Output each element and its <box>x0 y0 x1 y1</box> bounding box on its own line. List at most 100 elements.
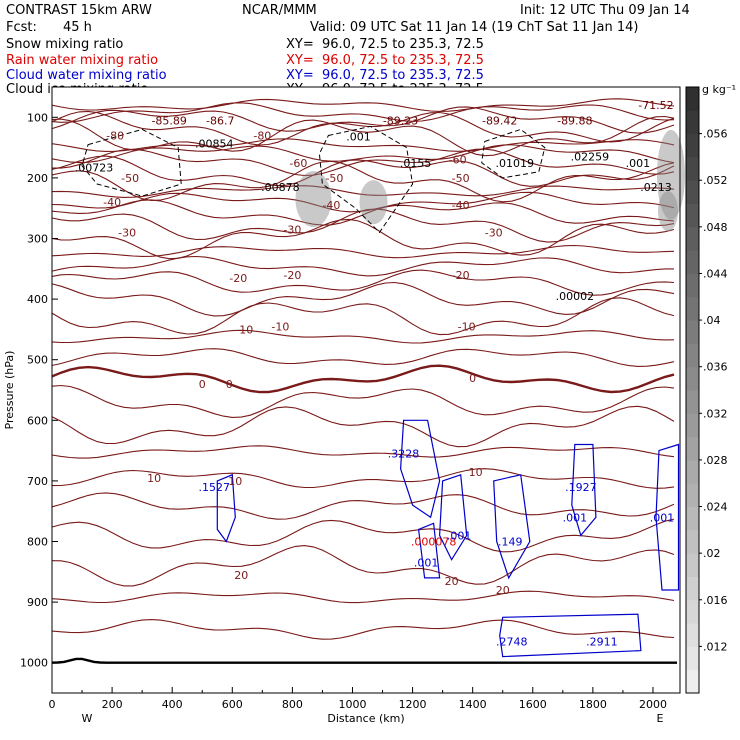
value-annotation: .2748 <box>496 635 528 648</box>
value-annotation: .0155 <box>400 157 432 170</box>
value-annotation: .01019 <box>495 157 534 170</box>
y-tick-label: 200 <box>27 172 48 185</box>
colorbar-swatch <box>686 669 699 694</box>
colorbar-unit: g kg⁻¹ <box>702 83 736 96</box>
x-axis-title: Distance (km) <box>327 712 404 725</box>
colorbar-swatch <box>686 436 699 461</box>
colorbar-tick-label: .048 <box>703 221 728 234</box>
value-annotation: .0213 <box>640 181 672 194</box>
colorbar-tick-label: .056 <box>703 128 728 141</box>
value-annotation: -89.42 <box>482 114 517 127</box>
x-tick-label: 200 <box>102 698 123 711</box>
colorbar-swatch <box>686 483 699 508</box>
colorbar-swatch <box>686 646 699 671</box>
cloud-water-contour <box>438 473 468 561</box>
isotherm-label: 0 <box>469 372 476 385</box>
value-annotation: .00723 <box>75 162 114 175</box>
isotherm-label: -30 <box>283 223 301 236</box>
colorbar-tick-label: .044 <box>703 267 728 280</box>
valid-time: Valid: 09 UTC Sat 11 Jan 14 (19 ChT Sat … <box>310 20 639 35</box>
snow-shade-blob <box>295 171 332 228</box>
cloud-water-contour <box>655 443 680 591</box>
isotherm-line <box>51 102 675 123</box>
cloud-water-contour <box>571 443 597 537</box>
colorbar-swatch <box>686 87 699 111</box>
field-xy-cloud-water: XY= 96.0, 72.5 to 235.3, 72.5 <box>286 68 484 83</box>
isotherm-line <box>51 492 675 520</box>
isotherm-label: -30 <box>118 226 136 239</box>
snow-shading <box>295 129 685 232</box>
y-tick-label: 400 <box>27 293 48 306</box>
colorbar-swatch <box>686 320 699 344</box>
colorbar-swatch <box>686 226 699 251</box>
isotherm-label: 20 <box>496 584 510 597</box>
isotherm-line <box>51 155 675 187</box>
value-annotation: .001 <box>447 529 472 542</box>
plot-area <box>52 87 680 693</box>
isotherm-label: -40 <box>452 199 470 212</box>
y-tick-label: 600 <box>27 414 48 427</box>
cloud-water-contour <box>399 419 441 519</box>
isotherm-label: -80 <box>106 129 124 142</box>
colorbar-frame <box>685 86 700 694</box>
isotherm-line <box>51 384 675 418</box>
contour-labels: -80 -80-60 -60-50 -50 -50-40 -40 -40-30 -30 -30-… <box>75 99 674 648</box>
isotherm-line <box>51 255 674 277</box>
isotherm-label: 10 <box>228 475 242 488</box>
isotherm-label: -80 <box>253 129 271 142</box>
isotherm-line <box>51 281 675 317</box>
y-tick-label: 100 <box>27 111 48 124</box>
isotherm-label: -20 <box>229 272 247 285</box>
y-tick-label: 500 <box>27 354 48 367</box>
isotherm-line <box>51 144 675 164</box>
colorbar-swatch <box>686 366 699 391</box>
cloud-ice-contour <box>81 128 182 197</box>
value-annotation: .001 <box>626 157 651 170</box>
colorbar-tick-label: .012 <box>703 640 728 653</box>
colorbar-tick-label: .036 <box>703 361 728 374</box>
isotherm-line <box>51 329 675 344</box>
colorbar-swatch <box>686 273 699 298</box>
isotherm-line <box>51 348 675 367</box>
isotherm-label: 20 <box>445 575 459 588</box>
isotherm-label: 10 <box>147 472 161 485</box>
y-tick-label: 700 <box>27 475 48 488</box>
cloud-ice-contours <box>81 125 546 234</box>
isotherm-label: -10 <box>458 320 476 333</box>
value-annotation: .2911 <box>586 635 618 648</box>
colorbar-swatch <box>686 296 699 321</box>
fcst-label: Fcst: <box>6 20 37 35</box>
value-annotation: .1527 <box>199 481 231 494</box>
cloud-ice-contour <box>318 125 414 234</box>
cloud-water-contour <box>417 522 441 579</box>
cloud-water-contour <box>499 613 642 658</box>
value-annotation: .00878 <box>261 181 300 194</box>
isotherm-label: -10 <box>271 320 289 333</box>
colorbar-swatch <box>686 459 699 484</box>
east-label: E <box>657 712 664 725</box>
cloud-ice-contour <box>481 128 546 179</box>
y-axis-title: Pressure (hPa) <box>3 351 16 430</box>
value-annotation: .02259 <box>571 151 610 164</box>
colorbar-swatch <box>686 343 699 368</box>
west-label: W <box>82 712 93 725</box>
isotherm-label: -40 <box>103 196 121 209</box>
value-annotation: .1927 <box>565 481 597 494</box>
value-annotation: -85.89 <box>151 114 186 127</box>
isotherm-label: -40 <box>322 199 340 212</box>
center-label: NCAR/MMM <box>242 3 317 18</box>
colorbar-swatch <box>686 133 699 158</box>
isotherm-label: -30 <box>485 226 503 239</box>
value-annotation: -71.52 <box>638 99 673 112</box>
y-tick-label: 900 <box>27 596 48 609</box>
field-xy-rain: XY= 96.0, 72.5 to 235.3, 72.5 <box>286 53 484 68</box>
isotherm-lines <box>51 98 677 664</box>
isotherm-line <box>51 297 675 336</box>
isotherm-label: -50 <box>121 172 139 185</box>
colorbar: .056 .052 .048 .044 .04 .036 .032 .028 .024 .02 .0… <box>685 83 736 694</box>
value-annotation: .001 <box>414 557 439 570</box>
field-label-rain: Rain water mixing ratio <box>6 53 159 68</box>
colorbar-swatch <box>686 250 699 274</box>
isotherm-line <box>51 98 675 112</box>
